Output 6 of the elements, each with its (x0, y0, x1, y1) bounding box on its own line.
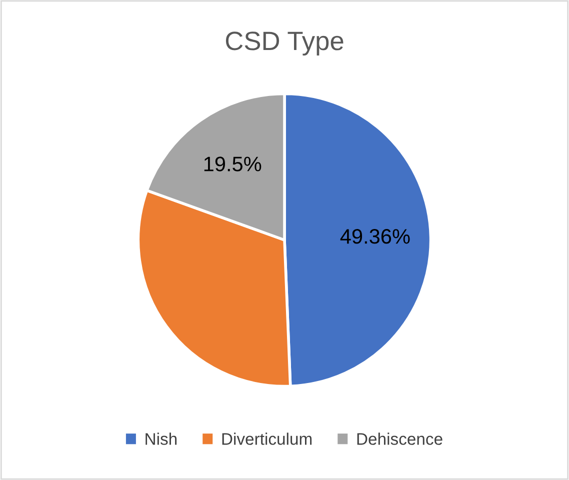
data-label: 49.36% (340, 229, 410, 244)
legend-label: Diverticulum (222, 432, 312, 445)
chart-title: CSD Type (226, 32, 344, 56)
legend-label: Dehiscence (357, 432, 442, 445)
legend-label: Nish (146, 432, 177, 445)
data-label: 19.5% (204, 156, 262, 172)
